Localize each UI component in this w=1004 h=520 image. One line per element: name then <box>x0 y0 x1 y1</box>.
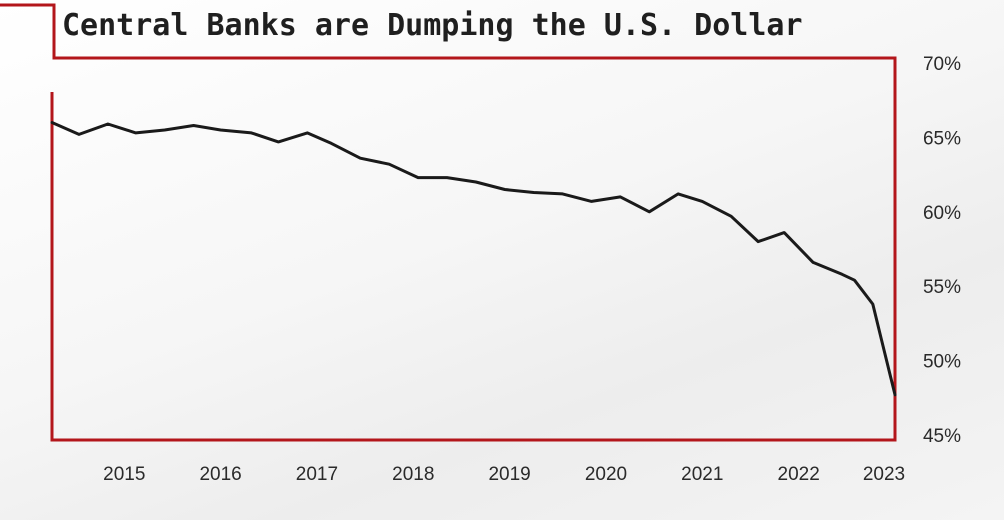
series-line-0 <box>50 121 897 397</box>
title-frame <box>0 3 897 70</box>
plot-frame <box>50 58 897 442</box>
y-tick-label: 65% <box>923 128 961 149</box>
y-tick-label: 45% <box>923 426 961 447</box>
x-tick-label: 2021 <box>681 464 723 485</box>
x-tick-label: 2023 <box>863 464 905 485</box>
x-axis: 2015 2016 2017 2018 2019 2020 2021 2022 2023 <box>103 464 905 485</box>
y-axis: 70% 65% 60% 55% 50% 45% <box>923 54 961 447</box>
y-tick-label: 50% <box>923 352 961 373</box>
y-tick-label: 60% <box>923 203 961 224</box>
x-tick-label: 2020 <box>585 464 627 485</box>
y-tick-label: 70% <box>923 54 961 75</box>
x-tick-label: 2015 <box>103 464 145 485</box>
chart-title: Central Banks are Dumping the U.S. Dolla… <box>62 8 803 43</box>
x-tick-label: 2017 <box>296 464 338 485</box>
x-tick-label: 2018 <box>392 464 434 485</box>
x-tick-label: 2016 <box>199 464 241 485</box>
x-tick-label: 2019 <box>488 464 530 485</box>
x-tick-label: 2022 <box>778 464 820 485</box>
series-layer <box>50 121 897 397</box>
y-tick-label: 55% <box>923 277 961 298</box>
